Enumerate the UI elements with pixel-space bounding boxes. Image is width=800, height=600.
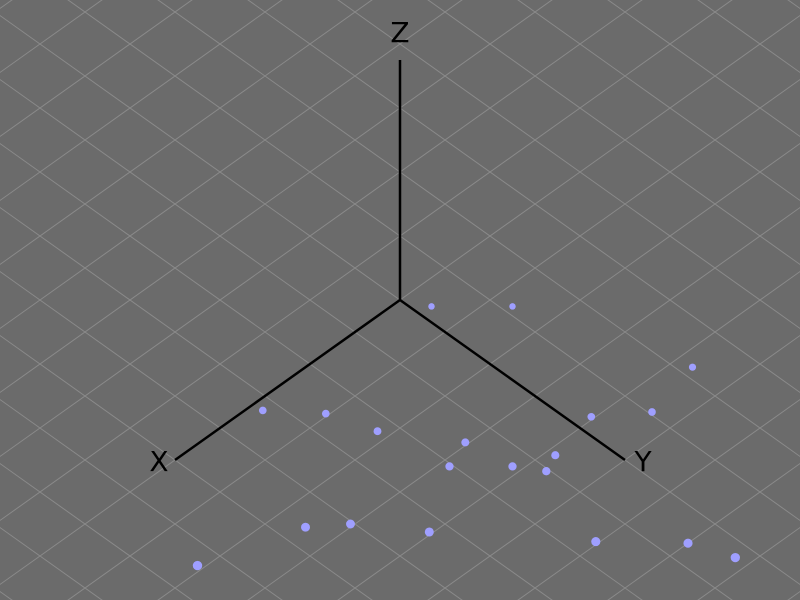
scatter-point — [688, 363, 697, 371]
y-axis-line — [399, 298, 626, 462]
scatter-point — [551, 451, 560, 460]
data-points — [192, 303, 740, 571]
x-axis-label: X — [149, 445, 168, 478]
scatter-point — [542, 467, 551, 476]
scatter-point — [428, 303, 435, 310]
scatter-point — [587, 412, 596, 421]
scatter-point — [258, 406, 267, 415]
scatter-point — [508, 462, 517, 471]
scatter-point — [321, 409, 330, 418]
scatter-point — [648, 408, 656, 416]
scatter-point — [373, 427, 382, 436]
scatter-point — [301, 522, 310, 532]
scatter-point — [509, 303, 516, 310]
scatter-point — [424, 527, 434, 537]
scatter-point — [730, 552, 740, 563]
scatter-point — [346, 519, 355, 529]
scatter-point — [461, 438, 470, 447]
scatter-point — [192, 560, 203, 571]
axes: X Y Z — [149, 16, 652, 478]
x-axis-line — [174, 298, 401, 462]
y-axis-label: Y — [633, 445, 652, 478]
scatter-point — [445, 462, 454, 471]
scatter-point — [683, 538, 693, 548]
z-axis-label: Z — [390, 16, 409, 49]
scatter-point — [591, 537, 601, 547]
